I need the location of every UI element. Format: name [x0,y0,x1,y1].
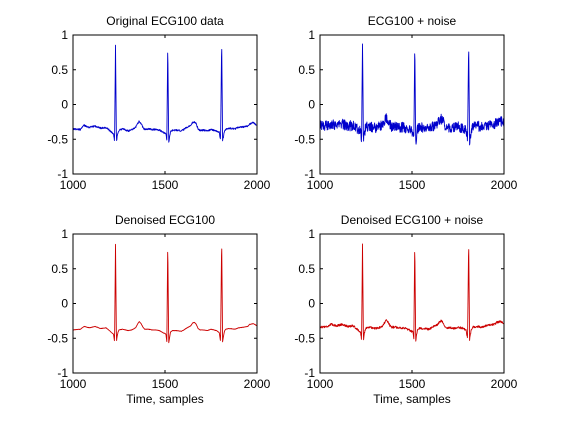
x-tick-label: 1000 [60,377,87,391]
series-line-1 [73,44,257,143]
y-tick-label: 0.5 [51,262,68,276]
x-tick-label: 2000 [491,178,518,192]
x-tick-label: 2000 [491,377,518,391]
chart-title: ECG100 + noise [368,14,457,28]
y-tick-label: -0.5 [47,331,68,345]
chart-panel-2: 1000 1500 2000 -1 -0.5 0 0.5 1 ECG100 + noise [294,14,517,192]
y-tick-label: 0.5 [51,63,68,77]
axes-box [72,233,258,374]
x-tick-label: 2000 [244,377,271,391]
y-tick-label: 0 [61,297,68,311]
chart-title: Denoised ECG100 + noise [341,213,484,227]
axes-box [319,34,505,175]
axes-box [72,34,258,175]
x-tick-label: 2000 [244,178,271,192]
y-tick-label: 0 [308,297,315,311]
y-tick-label: 1 [308,227,315,241]
x-tick-label: 1000 [60,178,87,192]
y-tick-label: 1 [61,28,68,42]
y-tick-label: -0.5 [294,331,315,345]
x-axis-label: Time, samples [126,392,204,406]
chart-panel-1: 1000 1500 2000 -1 -0.5 0 0.5 1 Original ECG100 d… [47,14,270,192]
y-tick-label: 0 [61,98,68,112]
y-tick-label: -1 [304,167,315,181]
x-tick-label: 1000 [307,377,334,391]
y-tick-label: -1 [304,366,315,380]
x-axis-label: Time, samples [373,392,451,406]
y-tick-label: -0.5 [294,132,315,146]
chart-title: Denoised ECG100 [115,213,215,227]
x-tick-label: 1500 [152,377,179,391]
series-line-4 [320,243,504,342]
axes-box [319,233,505,374]
y-tick-label: 0 [308,98,315,112]
series-line-3 [73,243,257,344]
x-tick-label: 1500 [152,178,179,192]
y-tick-label: 0.5 [298,63,315,77]
chart-panel-4: 1000 1500 2000 -1 -0.5 0 0.5 1 Denoised ECG100 +… [294,213,517,406]
y-tick-label: 0.5 [298,262,315,276]
y-tick-label: -0.5 [47,132,68,146]
x-tick-label: 1000 [307,178,334,192]
chart-panel-3: 1000 1500 2000 -1 -0.5 0 0.5 1 Denoised ECG100 Ti… [47,213,270,406]
y-tick-label: -1 [57,366,68,380]
x-tick-label: 1500 [399,178,426,192]
y-tick-label: -1 [57,167,68,181]
y-tick-label: 1 [61,227,68,241]
chart-title: Original ECG100 data [106,14,224,28]
y-tick-label: 1 [308,28,315,42]
series-line-2 [320,43,504,146]
x-tick-label: 1500 [399,377,426,391]
